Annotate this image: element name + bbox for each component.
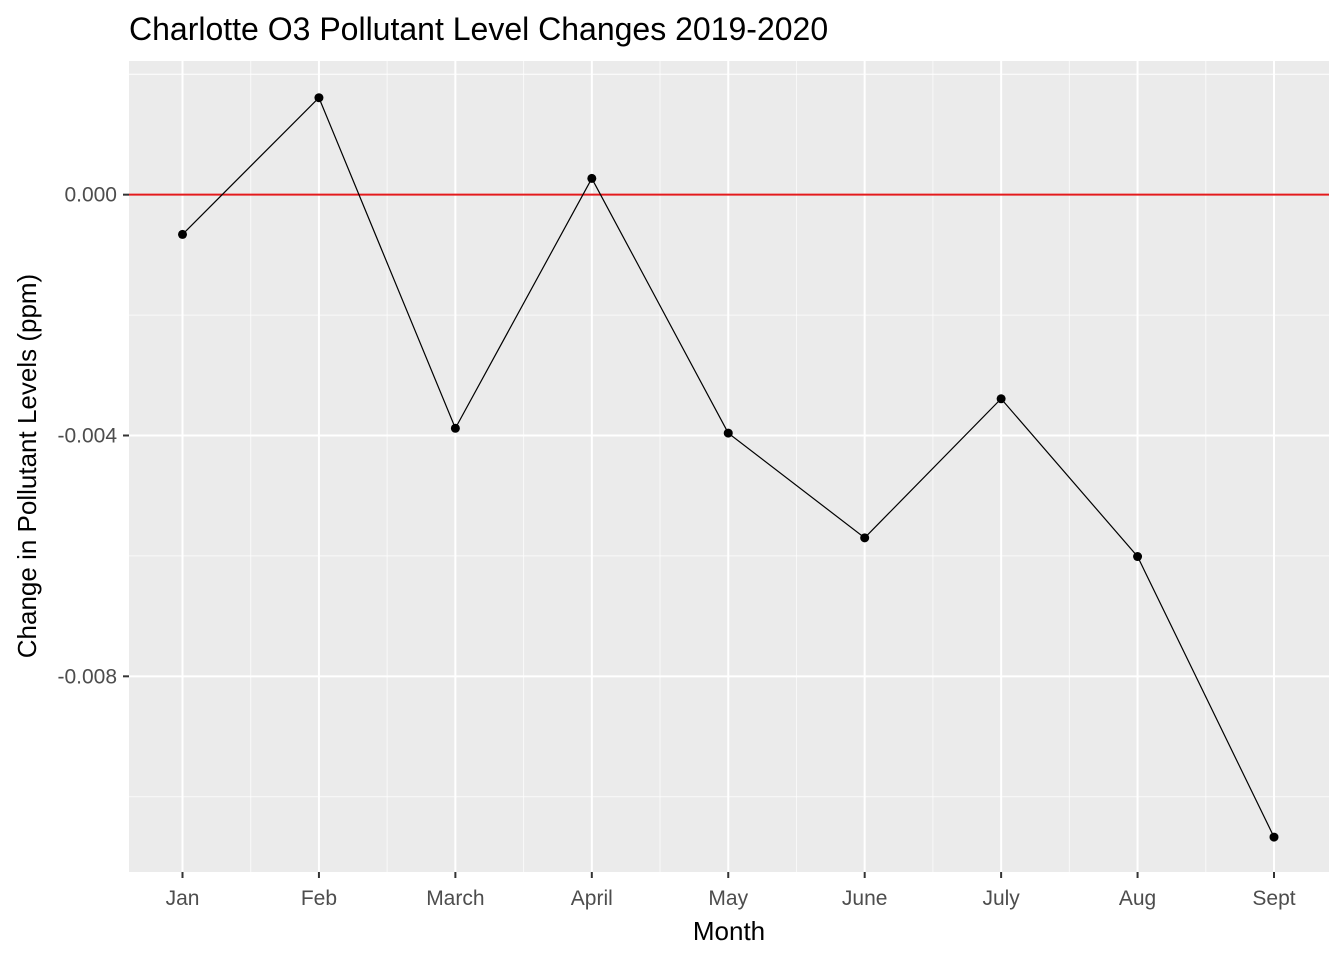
data-point-sept xyxy=(1269,832,1279,842)
x-tick-label: Sept xyxy=(1252,887,1295,910)
x-tick-label: July xyxy=(982,887,1020,910)
x-tick-label: Feb xyxy=(301,887,337,910)
data-point-april xyxy=(587,173,597,183)
data-point-jan xyxy=(178,229,187,239)
x-tick-label: June xyxy=(842,887,888,910)
data-point-may xyxy=(723,428,733,438)
y-axis: 0.000 -0.004 -0.008 xyxy=(57,184,129,688)
x-axis: Jan Feb March April May June July Aug Sept xyxy=(166,872,1296,910)
y-tick-label: 0.000 xyxy=(64,184,117,207)
series-group xyxy=(178,93,1279,842)
y-tick-label: -0.008 xyxy=(57,665,117,688)
x-tick-label: Aug xyxy=(1119,887,1156,910)
data-point-feb xyxy=(314,93,324,103)
x-tick-label: May xyxy=(708,887,748,910)
chart-title: Charlotte O3 Pollutant Level Changes 201… xyxy=(129,11,828,47)
data-point-march xyxy=(450,423,460,433)
y-tick-label: -0.004 xyxy=(57,424,117,447)
x-axis-title: Month xyxy=(693,916,765,946)
data-point-june xyxy=(860,533,870,543)
data-point-july xyxy=(996,394,1006,404)
y-axis-title: Change in Pollutant Levels (ppm) xyxy=(12,274,42,658)
x-tick-label: March xyxy=(426,887,484,910)
x-tick-label: April xyxy=(571,887,613,910)
x-tick-label: Jan xyxy=(166,887,200,910)
data-point-aug xyxy=(1133,552,1143,562)
